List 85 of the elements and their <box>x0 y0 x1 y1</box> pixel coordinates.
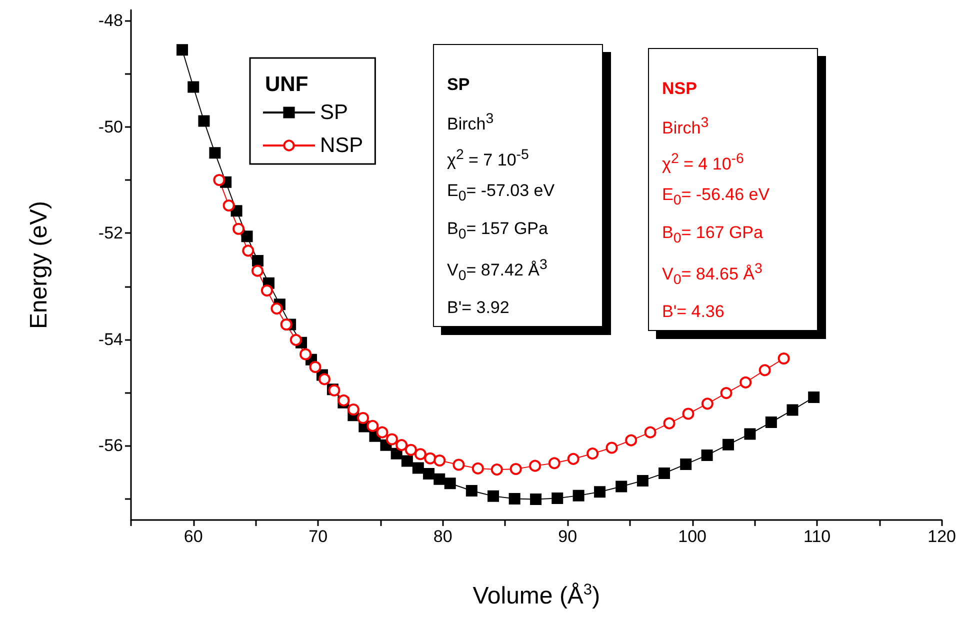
point <box>472 462 484 474</box>
point <box>636 474 648 486</box>
point <box>452 458 465 471</box>
point <box>366 420 379 432</box>
y-tick-label: -56 <box>98 436 123 456</box>
y-tick-label: -52 <box>98 224 123 243</box>
point <box>213 174 226 186</box>
point <box>252 264 264 277</box>
point <box>424 452 436 464</box>
point <box>701 449 713 461</box>
point <box>290 334 302 346</box>
point <box>232 222 245 235</box>
point <box>347 404 360 416</box>
point <box>682 408 694 420</box>
point <box>414 448 426 460</box>
point <box>396 439 408 452</box>
x-tick-label: 90 <box>558 527 578 546</box>
point <box>376 426 388 438</box>
point <box>444 478 456 490</box>
point <box>404 444 417 456</box>
x-tick-label: 60 <box>184 527 203 546</box>
legend-label: NSP <box>320 134 364 157</box>
point <box>616 480 628 492</box>
point <box>594 486 606 498</box>
point <box>242 244 254 257</box>
point <box>572 490 584 502</box>
point <box>529 460 542 472</box>
point <box>188 81 200 93</box>
y-axis-title: Energy (eV) <box>26 200 52 330</box>
x-tick-label: 80 <box>433 527 452 546</box>
point <box>744 428 756 440</box>
point <box>490 464 503 476</box>
point <box>252 255 264 266</box>
x-tick-label: 70 <box>308 527 328 546</box>
point <box>658 468 670 479</box>
point <box>586 448 599 460</box>
point <box>552 492 564 504</box>
point <box>758 364 771 376</box>
point <box>176 44 188 56</box>
point <box>680 458 692 470</box>
point <box>300 348 312 360</box>
point <box>510 463 522 475</box>
point <box>338 394 350 406</box>
point <box>740 376 752 388</box>
y-tick-label: -50 <box>98 117 123 136</box>
point <box>270 302 283 315</box>
x-tick-label: 100 <box>678 527 707 546</box>
point <box>434 454 446 466</box>
point <box>386 433 398 446</box>
point <box>280 318 292 330</box>
point <box>644 426 656 438</box>
point <box>606 442 618 454</box>
legend-title: UNF <box>265 73 308 96</box>
point <box>778 352 790 364</box>
point <box>318 373 330 386</box>
point <box>530 494 542 506</box>
point <box>701 398 714 410</box>
point <box>466 485 478 497</box>
point <box>222 200 235 212</box>
point <box>786 404 798 416</box>
point <box>765 416 777 428</box>
point <box>625 434 638 446</box>
point <box>567 452 580 465</box>
point <box>434 473 446 485</box>
point <box>663 417 676 430</box>
y-tick-label: -48 <box>98 11 123 30</box>
legend-label: SP <box>320 101 348 124</box>
point <box>508 493 520 504</box>
point <box>401 455 413 467</box>
x-tick-label: 120 <box>928 527 956 546</box>
point <box>722 438 734 450</box>
point <box>412 462 424 474</box>
point <box>720 387 732 400</box>
point <box>309 361 322 373</box>
point <box>357 412 370 424</box>
point <box>241 230 253 242</box>
point <box>209 147 221 159</box>
point <box>808 392 820 404</box>
point <box>423 468 435 480</box>
point <box>260 284 273 296</box>
point <box>548 457 560 470</box>
y-tick-label: -54 <box>98 330 123 349</box>
x-tick-label: 110 <box>804 527 831 546</box>
point <box>198 115 210 127</box>
point <box>488 490 499 502</box>
